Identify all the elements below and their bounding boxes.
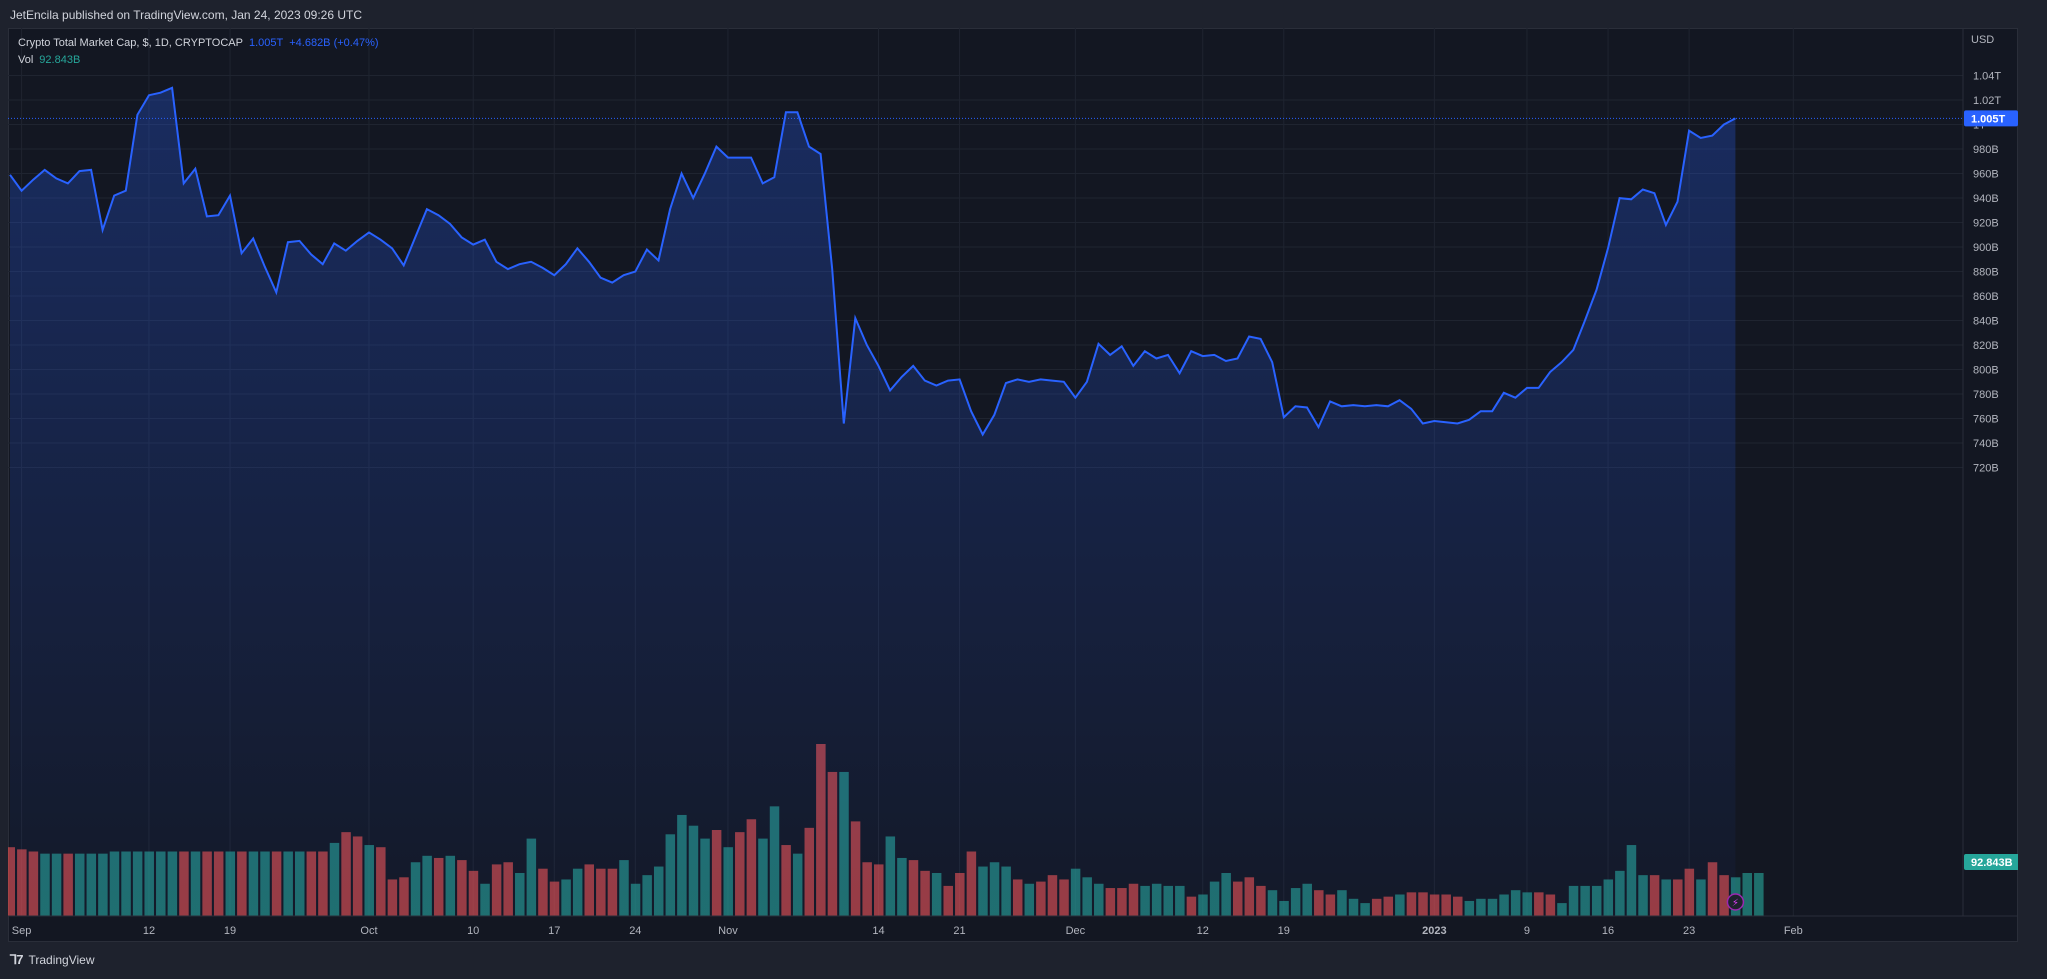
price-chart[interactable]: USD1.04T1.02T1T980B960B940B920B900B880B8… [8, 28, 2018, 942]
symbol-name[interactable]: Crypto Total Market Cap, $, 1D, CRYPTOCA… [18, 37, 243, 49]
last-price-tag: 1.005T [1964, 110, 2018, 127]
lightning-icon[interactable]: ⚡ [1726, 893, 1745, 911]
price-tick-label: 900B [1973, 242, 1999, 254]
price-tick-label: 740B [1973, 438, 1999, 450]
volume-tag: 92.843B [1964, 854, 2018, 870]
price-tick-label: 860B [1973, 291, 1999, 303]
price-tick-label: 1.02T [1973, 95, 2001, 107]
time-tick-label: Nov [718, 925, 738, 937]
volume-bar [1742, 873, 1752, 916]
time-tick-label: 19 [1278, 925, 1290, 937]
time-tick-label: 12 [1197, 925, 1209, 937]
price-tick-label: 760B [1973, 414, 1999, 426]
last-price-label: 1.005T [1971, 113, 2006, 125]
time-tick-label: 9 [1524, 925, 1530, 937]
time-tick-label: Oct [360, 925, 377, 937]
price-area [10, 87, 1736, 917]
time-tick-label: 24 [629, 925, 641, 937]
svg-text:⚡: ⚡ [1732, 898, 1739, 909]
volume-label-text[interactable]: Vol [18, 54, 34, 66]
symbol-row: Crypto Total Market Cap, $, 1D, CRYPTOCA… [18, 35, 379, 52]
price-axis-unit: USD [1971, 34, 1994, 46]
time-tick-label: Dec [1066, 925, 1086, 937]
publisher-header: JetEncila published on TradingView.com, … [0, 0, 2047, 30]
published-text: JetEncila published on TradingView.com, … [10, 8, 362, 22]
time-tick-label: 2023 [1422, 925, 1446, 937]
volume-bar [1754, 873, 1764, 916]
price-tick-label: 840B [1973, 316, 1999, 328]
tradingview-logo-icon[interactable]: ⅂7 [10, 952, 24, 967]
time-tick-label: 10 [467, 925, 479, 937]
price-tick-label: 960B [1973, 169, 1999, 181]
time-tick-label: 16 [1602, 925, 1614, 937]
time-tick-label: 12 [143, 925, 155, 937]
time-tick-label: 14 [872, 925, 884, 937]
price-tick-label: 880B [1973, 267, 1999, 279]
chart-legend: Crypto Total Market Cap, $, 1D, CRYPTOCA… [18, 35, 379, 69]
price-tick-label: 720B [1973, 463, 1999, 475]
price-tick-label: 920B [1973, 218, 1999, 230]
time-tick-label: 17 [548, 925, 560, 937]
time-tick-label: 23 [1683, 925, 1695, 937]
price-tick-label: 1.04T [1973, 71, 2001, 83]
volume-row: Vol 92.843B [18, 52, 379, 69]
price-tick-label: 980B [1973, 144, 1999, 156]
time-tick-label: 21 [953, 925, 965, 937]
last-value: 1.005T [248, 37, 284, 49]
price-tick-label: 940B [1973, 193, 1999, 205]
time-tick-label: Sep [12, 925, 32, 937]
price-axis[interactable]: USD1.04T1.02T1T980B960B940B920B900B880B8… [1962, 28, 2001, 916]
volume-value: 92.843B [39, 54, 81, 66]
time-axis[interactable]: Sep 12 19 Oct 10 17 24 Nov 14 21 Dec 12 19 2023 9 16 23 F… [8, 915, 2018, 937]
brand-name[interactable]: TradingView [28, 953, 95, 967]
price-tick-label: 820B [1973, 340, 1999, 352]
time-tick-label: 19 [224, 925, 236, 937]
price-tick-label: 780B [1973, 389, 1999, 401]
time-tick-label: Feb [1784, 925, 1803, 937]
price-tick-label: 800B [1973, 365, 1999, 377]
footer: ⅂7 TradingView [10, 952, 95, 968]
change-value: +4.682B (+0.47%) [289, 37, 379, 49]
volume-label: 92.843B [1971, 857, 2013, 869]
price-line [9, 86, 1736, 437]
